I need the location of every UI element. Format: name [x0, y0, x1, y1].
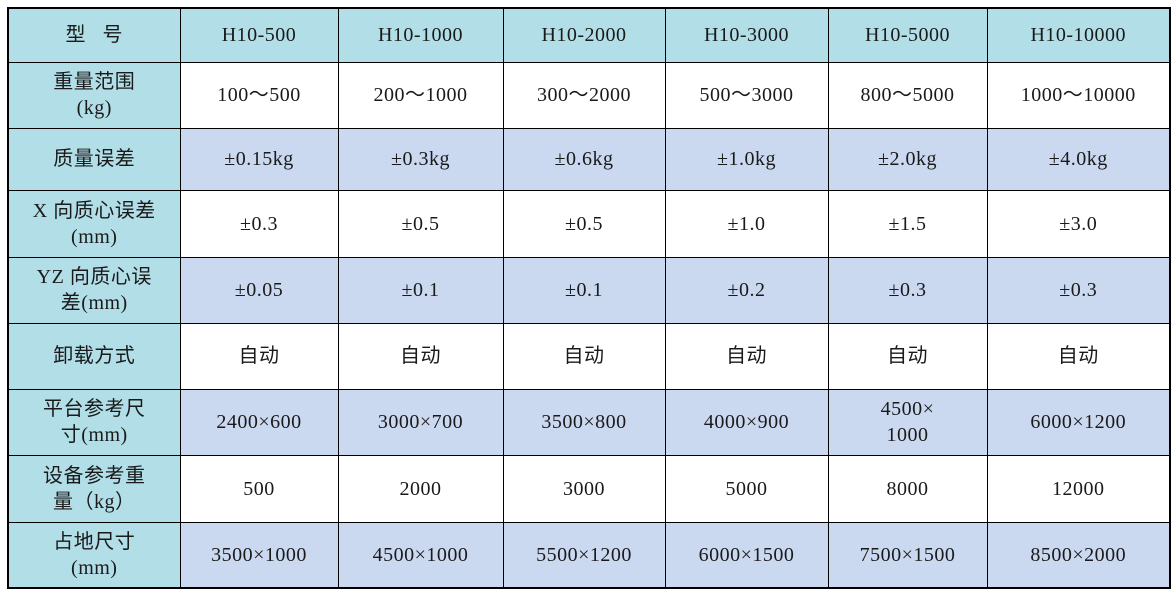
spec-cell: 自动	[827, 322, 988, 390]
spec-cell: ±0.3	[179, 189, 339, 258]
row-label-footprint-size: 占地尺寸 (mm)	[7, 521, 181, 589]
row-label-model: 型 号	[7, 7, 181, 63]
table-row-yz-centroid-error: YZ 向质心误 差(mm) ±0.05 ±0.1 ±0.1 ±0.2 ±0.3 …	[7, 256, 1171, 324]
spec-cell: 自动	[664, 322, 829, 390]
spec-cell: ±0.15kg	[179, 127, 339, 191]
spec-cell: 300～2000	[502, 61, 666, 129]
table-row-mass-error: 质量误差 ±0.15kg ±0.3kg ±0.6kg ±1.0kg ±2.0kg…	[7, 127, 1171, 191]
spec-cell: 6000×1200	[986, 388, 1171, 456]
spec-cell: 2000	[337, 454, 504, 523]
table-row-weight-range: 重量范围 (kg) 100～500 200～1000 300～2000 500～…	[7, 61, 1171, 129]
spec-cell: 500	[179, 454, 339, 523]
spec-cell: 500～3000	[664, 61, 829, 129]
spec-cell: 8500×2000	[986, 521, 1171, 589]
spec-cell: 2400×600	[179, 388, 339, 456]
model-header-cell: H10-500	[179, 7, 339, 63]
spec-cell: 自动	[179, 322, 339, 390]
row-label-unload-mode: 卸载方式	[7, 322, 181, 390]
spec-cell: 4000×900	[664, 388, 829, 456]
spec-cell: ±0.05	[179, 256, 339, 324]
spec-cell: ±3.0	[986, 189, 1171, 258]
spec-cell: 100～500	[179, 61, 339, 129]
spec-cell: ±0.2	[664, 256, 829, 324]
spec-cell: ±4.0kg	[986, 127, 1171, 191]
spec-cell: ±1.0	[664, 189, 829, 258]
spec-cell: 自动	[502, 322, 666, 390]
spec-cell: 自动	[337, 322, 504, 390]
spec-cell: 7500×1500	[827, 521, 988, 589]
spec-cell: 自动	[986, 322, 1171, 390]
row-label-platform-size: 平台参考尺 寸(mm)	[7, 388, 181, 456]
spec-cell: 800～5000	[827, 61, 988, 129]
spec-cell: 4500×1000	[337, 521, 504, 589]
spec-cell: ±0.3kg	[337, 127, 504, 191]
spec-cell: ±1.0kg	[664, 127, 829, 191]
spec-cell: 6000×1500	[664, 521, 829, 589]
row-label-mass-error: 质量误差	[7, 127, 181, 191]
row-label-x-centroid-error: X 向质心误差 (mm)	[7, 189, 181, 258]
row-label-weight-range: 重量范围 (kg)	[7, 61, 181, 129]
spec-cell: 3000	[502, 454, 666, 523]
spec-cell: ±0.6kg	[502, 127, 666, 191]
spec-cell: 5000	[664, 454, 829, 523]
spec-cell: 5500×1200	[502, 521, 666, 589]
spec-cell: 200～1000	[337, 61, 504, 129]
spec-cell: ±0.5	[337, 189, 504, 258]
model-header-cell: H10-3000	[664, 7, 829, 63]
spec-cell: 3500×800	[502, 388, 666, 456]
header-row: 型 号 H10-500 H10-1000 H10-2000 H10-3000 H…	[7, 7, 1171, 63]
spec-cell: 1000～10000	[986, 61, 1171, 129]
row-label-device-weight: 设备参考重 量（kg）	[7, 454, 181, 523]
spec-cell: ±0.1	[337, 256, 504, 324]
table-row-x-centroid-error: X 向质心误差 (mm) ±0.3 ±0.5 ±0.5 ±1.0 ±1.5 ±3…	[7, 189, 1171, 258]
spec-cell: 8000	[827, 454, 988, 523]
model-header-cell: H10-10000	[986, 7, 1171, 63]
table-row-unload-mode: 卸载方式 自动 自动 自动 自动 自动 自动	[7, 322, 1171, 390]
spec-cell: ±1.5	[827, 189, 988, 258]
spec-cell: ±0.3	[986, 256, 1171, 324]
model-header-cell: H10-5000	[827, 7, 988, 63]
spec-cell: 3500×1000	[179, 521, 339, 589]
spec-cell: 4500× 1000	[827, 388, 988, 456]
table-row-platform-size: 平台参考尺 寸(mm) 2400×600 3000×700 3500×800 4…	[7, 388, 1171, 456]
table-row-footprint-size: 占地尺寸 (mm) 3500×1000 4500×1000 5500×1200 …	[7, 521, 1171, 589]
spec-cell: 12000	[986, 454, 1171, 523]
model-header-cell: H10-1000	[337, 7, 504, 63]
spec-cell: ±0.3	[827, 256, 988, 324]
spec-cell: ±0.1	[502, 256, 666, 324]
spec-cell: ±0.5	[502, 189, 666, 258]
spec-cell: ±2.0kg	[827, 127, 988, 191]
row-label-yz-centroid-error: YZ 向质心误 差(mm)	[7, 256, 181, 324]
spec-table: 型 号 H10-500 H10-1000 H10-2000 H10-3000 H…	[7, 7, 1171, 589]
spec-cell: 3000×700	[337, 388, 504, 456]
table-row-device-weight: 设备参考重 量（kg） 500 2000 3000 5000 8000 1200…	[7, 454, 1171, 523]
model-header-cell: H10-2000	[502, 7, 666, 63]
